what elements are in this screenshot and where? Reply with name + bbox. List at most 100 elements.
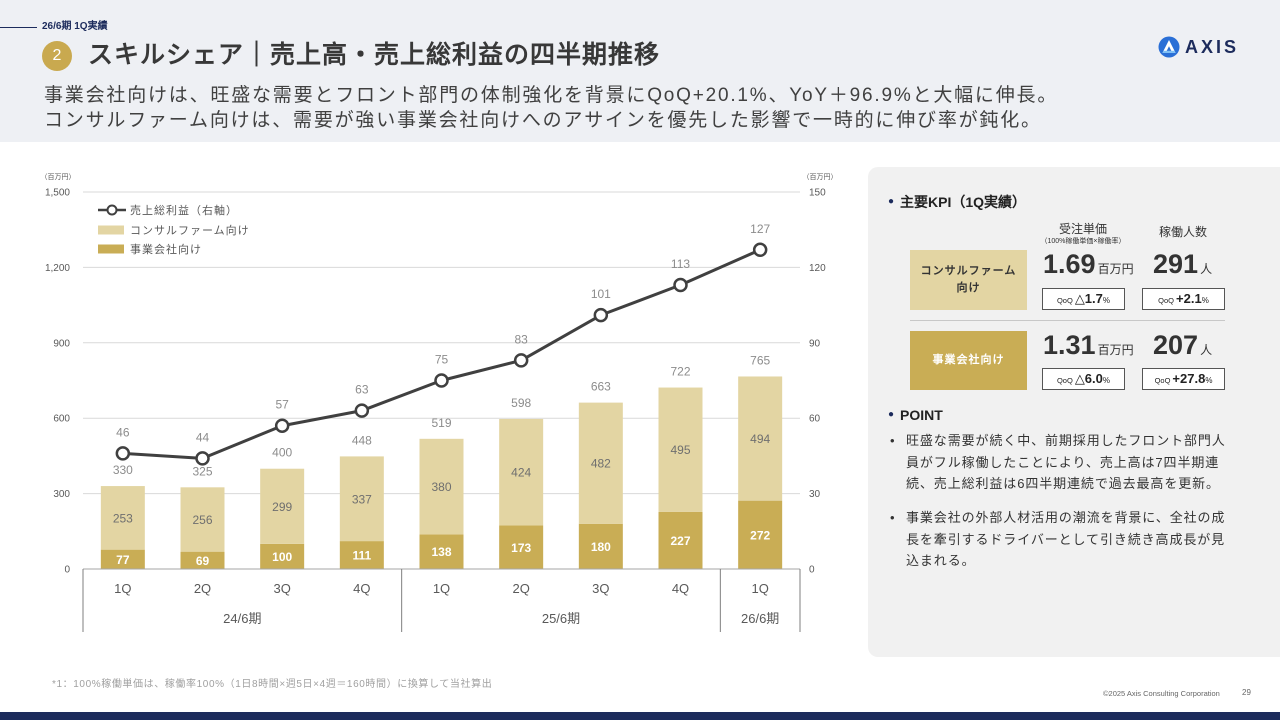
bar-segment-business-companies xyxy=(100,549,145,569)
bar-label-consulting-firms: 495 xyxy=(670,443,690,457)
kpi-heading: ● 主要KPI（1Q実績） xyxy=(888,194,1026,210)
legend-label-consulting-firms: コンサルファーム向け xyxy=(130,223,250,237)
qoq-percent: % xyxy=(1102,376,1111,385)
legend-label-gross-profit: 売上総利益（右軸） xyxy=(130,203,238,217)
bar-label-consulting-firms: 253 xyxy=(113,511,133,525)
left-axis-tick-label: 0 xyxy=(64,565,70,576)
bar-segment-business-companies xyxy=(260,543,305,569)
period-group-label: 24/6期 xyxy=(223,611,261,626)
right-axis-tick-label: 0 xyxy=(809,565,815,576)
point-heading-text: POINT xyxy=(900,407,943,423)
x-axis-category-label: 4Q xyxy=(672,581,689,596)
segment-label-line: 事業会社向け xyxy=(932,354,1005,366)
unit-price-number: 1.69 xyxy=(1043,249,1096,279)
legend-label-business-companies: 事業会社向け xyxy=(130,242,202,256)
point-item: • 旺盛な需要が続く中、前期採用したフロント部門人員がフル稼働したことにより、売… xyxy=(888,430,1228,495)
axis-logo-text: AXIS xyxy=(1185,37,1240,57)
bar-label-business-companies: 227 xyxy=(670,534,690,548)
point-heading: ● POINT xyxy=(888,407,943,423)
legend-line-marker xyxy=(106,204,118,216)
kpi-heading-text: 主要KPI（1Q実績） xyxy=(900,194,1027,210)
qoq-prefix: QoQ xyxy=(1158,296,1175,305)
gross-profit-marker xyxy=(593,307,609,323)
gross-profit-marker xyxy=(752,242,768,258)
axis-logo: AXIS xyxy=(1158,36,1239,58)
unit-price-unit: 百万円 xyxy=(1097,343,1134,357)
bar-total-label: 325 xyxy=(192,464,212,478)
gross-profit-label: 113 xyxy=(671,257,690,271)
bar-segment-consulting-firms xyxy=(100,486,145,550)
bar-segment-business-companies xyxy=(339,541,384,569)
period-group-label: 25/6期 xyxy=(542,611,580,626)
headcount-unit: 人 xyxy=(1200,262,1213,276)
qoq-value: +2.1 xyxy=(1176,291,1202,306)
bar-label-business-companies: 180 xyxy=(591,540,611,554)
bar-segment-business-companies xyxy=(658,511,703,569)
bar-segment-consulting-firms xyxy=(738,376,783,501)
header-band xyxy=(0,0,1280,142)
bar-label-consulting-firms: 256 xyxy=(192,513,212,527)
bullet-dot-icon: ● xyxy=(888,409,895,420)
bar-segment-consulting-firms xyxy=(180,487,225,552)
bar-total-label: 663 xyxy=(591,380,611,394)
segment-label-line: 向け xyxy=(956,282,981,294)
bar-segment-consulting-firms xyxy=(499,418,544,526)
bar-segment-consulting-firms xyxy=(419,438,464,535)
gross-profit-marker xyxy=(434,373,449,388)
left-axis-tick-label: 600 xyxy=(53,414,70,425)
gross-profit-label: 46 xyxy=(116,425,130,439)
segment-label-consulting-firms: コンサルファーム 向け xyxy=(910,250,1027,310)
headcount-header: 稼働人数 xyxy=(1158,225,1207,239)
legend-swatch-consulting-firms xyxy=(98,225,124,235)
qoq-prefix: QoQ xyxy=(1154,376,1171,385)
bar-total-label: 598 xyxy=(511,396,531,410)
gross-profit-label: 83 xyxy=(514,332,528,346)
qoq-prefix: QoQ xyxy=(1056,296,1073,305)
right-axis-tick-label: 90 xyxy=(809,338,821,349)
right-axis-tick-label: 150 xyxy=(809,188,826,199)
left-axis-unit: （百万円） xyxy=(41,173,76,181)
footnote: *1：100%稼働単価は、稼働率100%（1日8時間×週5日×4週＝160時間）… xyxy=(52,679,493,690)
page-subtitle: 事業会社向けは、旺盛な需要とフロント部門の体制強化を背景にQoQ+20.1%、Y… xyxy=(44,83,1058,133)
qoq-percent: % xyxy=(1102,296,1111,305)
bar-total-label: 765 xyxy=(750,353,770,367)
point-item: • 事業会社の外部人材活用の潮流を背景に、全社の成長を牽引するドライバーとして引… xyxy=(888,507,1228,572)
qoq-value: +27.8 xyxy=(1172,371,1206,386)
unit-price-header: 受注単価 xyxy=(1058,222,1107,236)
bar-segment-business-companies xyxy=(419,534,464,569)
bar-segment-business-companies xyxy=(180,551,225,569)
unit-price-unit: 百万円 xyxy=(1097,262,1134,276)
bar-label-business-companies: 69 xyxy=(196,554,210,568)
x-axis-category-label: 1Q xyxy=(751,581,768,596)
gross-profit-marker xyxy=(354,403,370,418)
bar-segment-business-companies xyxy=(578,523,623,569)
kpi-panel: ● 主要KPI（1Q実績） 受注単価 （100%稼働単価×稼働率） 稼働人数 コ… xyxy=(868,167,1280,657)
bar-segment-consulting-firms xyxy=(339,456,384,542)
gross-profit-marker xyxy=(673,277,688,293)
segment-label-line: コンサルファーム xyxy=(920,265,1017,277)
gross-profit-marker xyxy=(274,418,290,433)
headcount-qoq-badge: QoQ +2.1 % xyxy=(1142,288,1225,310)
unit-price-value: 1.31 百万円 xyxy=(1043,330,1134,360)
period-group-label: 26/6期 xyxy=(741,611,779,626)
axis-logo-icon xyxy=(1158,36,1180,58)
page-number: 29 xyxy=(1242,688,1251,697)
gross-profit-label: 57 xyxy=(275,398,289,412)
kpi-divider xyxy=(910,320,1225,321)
qoq-value: △1.7 xyxy=(1074,291,1103,306)
headcount-value: 291 人 xyxy=(1153,249,1212,279)
bar-label-consulting-firms: 337 xyxy=(352,492,372,506)
bullet-icon: • xyxy=(890,433,896,448)
subtitle-line: コンサルファーム向けは、需要が強い事業会社向けへのアサインを優先した影響で一時的… xyxy=(44,110,1042,131)
page-title: スキルシェア｜売上高・売上総利益の四半期推移 xyxy=(88,41,661,69)
right-axis-tick-label: 30 xyxy=(809,489,821,500)
bar-label-business-companies: 77 xyxy=(116,553,130,567)
bar-segment-business-companies xyxy=(499,525,544,569)
sales-gross-profit-chart: 0 300 600 900 1,200 1,500 0 30 60 90 120 150 （百万円） （百… xyxy=(41,173,838,632)
qoq-percent: % xyxy=(1205,376,1213,385)
point-item-text: 事業会社の外部人材活用の潮流を背景に、全社の成長を牽引するドライバーとして引き続… xyxy=(906,510,1226,568)
bar-label-consulting-firms: 482 xyxy=(591,457,611,471)
bar-label-consulting-firms: 494 xyxy=(750,432,770,446)
bar-label-consulting-firms: 424 xyxy=(511,466,531,480)
bar-total-label: 330 xyxy=(113,463,133,477)
